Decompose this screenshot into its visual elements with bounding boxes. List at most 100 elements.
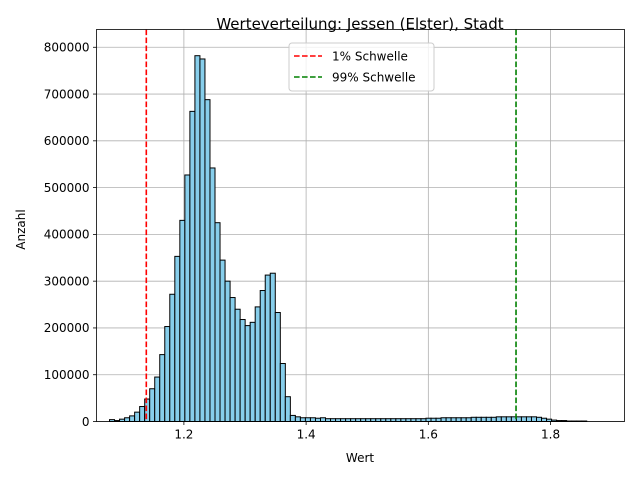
y-tick-label: 500000 xyxy=(44,181,90,195)
chart-title: Werteverteilung: Jessen (Elster), Stadt xyxy=(216,15,503,33)
histogram-bar xyxy=(475,416,482,423)
histogram-bar xyxy=(340,418,347,423)
histogram-bar xyxy=(370,418,377,423)
histogram-bar xyxy=(380,418,387,423)
histogram-bar xyxy=(289,414,296,422)
histogram-bar xyxy=(536,416,543,423)
x-tick-label: 1.2 xyxy=(174,428,193,442)
histogram-bar xyxy=(520,416,527,423)
histogram-bar xyxy=(219,259,226,422)
histogram-bar xyxy=(400,418,407,423)
histogram-bar xyxy=(435,417,442,422)
histogram-bar xyxy=(259,290,266,422)
histogram-bar xyxy=(249,321,256,422)
histogram-bar xyxy=(229,297,236,422)
histogram-bar xyxy=(355,418,362,423)
y-tick-label: 200000 xyxy=(44,321,90,335)
histogram-bar xyxy=(541,417,548,422)
histogram-bar xyxy=(415,418,422,423)
plot-frame xyxy=(96,29,625,422)
histogram-bar xyxy=(144,398,151,422)
legend-label-99pct: 99% Schwelle xyxy=(332,71,416,85)
histogram-bar xyxy=(179,219,186,422)
histogram-bar xyxy=(244,325,251,422)
y-tick-label: 700000 xyxy=(44,87,90,101)
histogram-bar xyxy=(410,418,417,423)
y-tick-label: 0 xyxy=(82,415,90,429)
histogram-bar xyxy=(314,417,321,422)
histogram-bar xyxy=(304,417,311,422)
x-axis-ticks: 1.2 1.4 1.6 1.8 xyxy=(174,421,560,442)
histogram-bar xyxy=(420,418,427,423)
histogram-bar xyxy=(239,319,246,422)
histogram-bar xyxy=(325,418,332,423)
x-tick-label: 1.6 xyxy=(419,428,438,442)
legend: 1% Schwelle 99% Schwelle xyxy=(288,42,435,92)
histogram-bar xyxy=(209,167,216,422)
x-axis-label: Wert xyxy=(346,451,374,465)
histogram-bar xyxy=(425,417,432,422)
histogram-bar xyxy=(159,354,166,422)
histogram-bar xyxy=(360,418,367,423)
histogram-bar xyxy=(465,417,472,422)
histogram-bar xyxy=(515,416,522,423)
histogram-bar xyxy=(284,396,291,423)
histogram-bar xyxy=(330,418,337,423)
histogram-bar xyxy=(495,416,502,423)
histogram-bar xyxy=(154,376,161,422)
histogram-bar xyxy=(405,418,412,423)
histogram-bar xyxy=(430,417,437,422)
histogram-bar xyxy=(319,417,327,422)
legend-box xyxy=(288,42,435,92)
histogram-bar xyxy=(395,418,402,423)
y-tick-label: 600000 xyxy=(44,134,90,148)
histogram-bars xyxy=(109,55,588,423)
y-axis-label: Anzahl xyxy=(14,209,28,249)
histogram-bar xyxy=(199,58,206,423)
y-tick-label: 400000 xyxy=(44,228,90,242)
histogram-bar xyxy=(450,417,457,422)
histogram-bar xyxy=(189,110,196,422)
threshold-lines xyxy=(145,29,517,422)
histogram-bar xyxy=(214,222,221,422)
histogram-bar xyxy=(440,417,447,422)
histogram-bar xyxy=(299,417,306,422)
histogram-bar xyxy=(525,416,532,423)
histogram-bar xyxy=(485,416,492,423)
histogram-bar xyxy=(345,418,352,423)
histogram-bar xyxy=(134,411,141,422)
histogram-bar xyxy=(335,418,342,423)
histogram-bar xyxy=(350,418,357,423)
histogram-bar xyxy=(224,280,231,422)
x-tick-label: 1.8 xyxy=(541,428,560,442)
histogram-bar xyxy=(264,274,271,422)
histogram-bar xyxy=(204,99,211,423)
y-axis-ticks: 0 100000 200000 300000 400000 500000 600000 700… xyxy=(44,41,97,429)
y-tick-label: 800000 xyxy=(44,41,90,55)
histogram-bar xyxy=(164,326,171,422)
histogram-bar xyxy=(254,306,261,423)
histogram-bar xyxy=(480,416,487,423)
histogram-bar xyxy=(194,55,201,422)
histogram-bar xyxy=(470,416,477,423)
histogram-bar xyxy=(375,418,382,423)
histogram-bar xyxy=(129,415,136,422)
histogram-bar xyxy=(279,362,286,423)
histogram-bar xyxy=(390,418,397,423)
histogram-bar xyxy=(309,417,316,422)
y-tick-label: 100000 xyxy=(44,368,90,382)
histogram-bar xyxy=(294,416,301,423)
histogram-bar xyxy=(530,416,538,423)
histogram-bar xyxy=(505,416,512,423)
legend-label-1pct: 1% Schwelle xyxy=(332,50,408,64)
histogram-bar xyxy=(139,406,146,423)
histogram-bar xyxy=(385,418,392,423)
histogram-bar xyxy=(365,418,372,423)
histogram-bar xyxy=(274,312,281,423)
histogram-bar xyxy=(149,388,156,422)
histogram-bar xyxy=(445,417,452,422)
x-tick-label: 1.4 xyxy=(297,428,316,442)
histogram-bar xyxy=(234,308,241,422)
histogram-bar xyxy=(455,417,462,422)
